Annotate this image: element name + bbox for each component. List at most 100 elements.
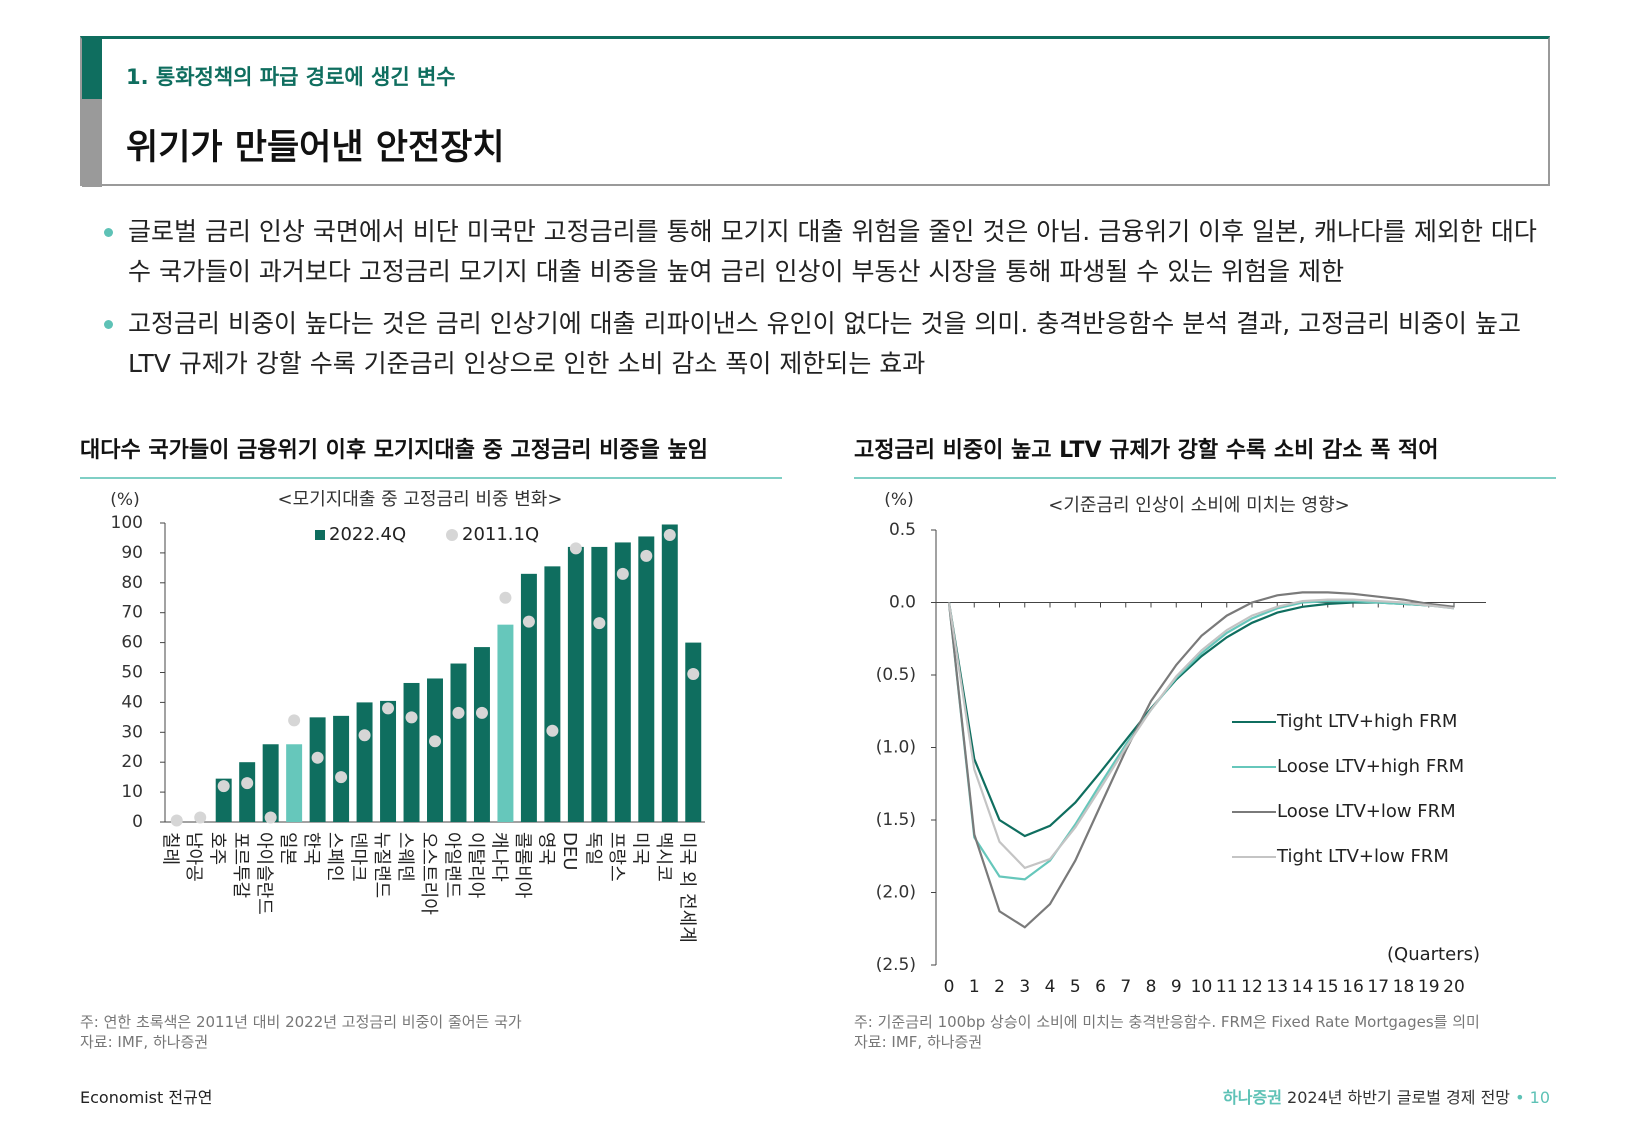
bar-2022-4q	[591, 546, 608, 822]
bar-2022-4q	[286, 744, 303, 822]
consumption-impulse-line-chart: (%) <기준금리 인상이 소비에 미치는 영향> 0.5 0.0 (0.5) (1.0)…	[876, 490, 1486, 997]
right-chart-rule	[854, 477, 1556, 479]
x-category-label: 포르투갈	[230, 832, 251, 898]
y-axis-unit: (%)	[884, 490, 913, 510]
bar-2022-4q	[333, 715, 350, 822]
x-category-label: 일본	[277, 832, 298, 865]
dot-2011-1q	[663, 528, 676, 541]
legend-label: Loose LTV+low FRM	[1277, 801, 1456, 822]
legend-label: Loose LTV+high FRM	[1277, 756, 1464, 777]
y-tick-label: 80	[121, 573, 143, 593]
x-tick-label: 20	[1443, 977, 1465, 997]
x-tick-label: 16	[1342, 977, 1364, 997]
x-category-label: 뉴질랜드	[371, 832, 392, 898]
legend-swatch-2011-1q	[446, 529, 458, 541]
y-tick-label: (2.5)	[876, 955, 916, 975]
x-category-label: DEU	[559, 832, 580, 870]
x-tick-label: 10	[1191, 977, 1213, 997]
x-category-label: 스페인	[324, 832, 345, 882]
x-axis-label: (Quarters)	[1387, 944, 1480, 965]
bar-2022-4q	[473, 647, 490, 822]
right-chart-source: 자료: IMF, 하나증권	[854, 1033, 983, 1051]
legend-label: Tight LTV+low FRM	[1276, 846, 1449, 867]
bullet-text: 고정금리 비중이 높다는 것은 금리 인상기에 대출 리파이낸스 유인이 없다는…	[128, 309, 1521, 378]
footer-report-title: 2024년 하반기 글로벌 경제 전망	[1287, 1088, 1511, 1107]
footer-author: Economist 전규연	[80, 1088, 213, 1107]
dot-2011-1q	[405, 711, 418, 724]
bar-2022-4q	[356, 702, 373, 822]
dot-2011-1q	[311, 751, 324, 764]
chart-subtitle: <기준금리 인상이 소비에 미치는 영향>	[1048, 495, 1349, 516]
bar-2022-4q	[520, 573, 537, 822]
x-category-label: 콜롬비아	[512, 832, 533, 899]
footer-report: 하나증권 2024년 하반기 글로벌 경제 전망 • 10	[1223, 1084, 1550, 1108]
bullet-item: 고정금리 비중이 높다는 것은 금리 인상기에 대출 리파이낸스 유인이 없다는…	[100, 304, 1540, 384]
footer-brand: 하나증권	[1223, 1088, 1282, 1107]
x-tick-label: 14	[1292, 977, 1314, 997]
page-title: 위기가 만들어낸 안전장치	[126, 128, 505, 168]
bullet-text: 글로벌 금리 인상 국면에서 비단 미국만 고정금리를 통해 모기지 대출 위험…	[128, 217, 1537, 286]
y-tick-label: (2.0)	[876, 883, 916, 903]
dot-2011-1q	[288, 714, 301, 727]
y-tick-label: 30	[121, 722, 143, 742]
x-tick-label: 7	[1120, 977, 1131, 997]
header-accent-bar	[82, 39, 102, 99]
x-category-label: 멕시코	[653, 832, 674, 882]
dot-2011-1q	[194, 811, 207, 824]
dot-2011-1q	[452, 706, 465, 719]
x-category-label: 덴마크	[348, 832, 369, 882]
section-subtitle: 1. 통화정책의 파급 경로에 생긴 변수	[126, 65, 456, 89]
x-category-label: 미국	[629, 832, 650, 865]
x-category-label: 프랑스	[606, 832, 627, 882]
x-tick-label: 0	[944, 977, 955, 997]
dot-2011-1q	[217, 780, 230, 793]
x-category-label: 아일랜드	[441, 832, 462, 898]
y-tick-label: 50	[121, 663, 143, 683]
x-category-label: 캐나다	[488, 832, 509, 882]
bar-2022-4q	[309, 717, 326, 822]
x-tick-label: 12	[1241, 977, 1263, 997]
dot-2011-1q	[358, 729, 371, 742]
x-tick-label: 9	[1171, 977, 1182, 997]
y-tick-label: 40	[121, 692, 143, 712]
x-category-label: 미국 외 전세계	[676, 832, 697, 943]
dot-2011-1q	[429, 735, 441, 748]
dot-2011-1q	[475, 706, 488, 719]
legend-label: Tight LTV+high FRM	[1276, 711, 1457, 732]
x-category-label: 한국	[301, 832, 322, 865]
y-tick-label: (1.0)	[876, 738, 916, 758]
x-tick-label: 18	[1393, 977, 1415, 997]
dot-2011-1q	[382, 702, 395, 715]
x-tick-label: 8	[1146, 977, 1157, 997]
y-tick-label: 0.5	[889, 520, 916, 540]
y-tick-label: (1.5)	[876, 810, 916, 830]
y-tick-label: (0.5)	[876, 665, 916, 685]
x-category-label: 호주	[207, 832, 228, 865]
series-line	[947, 591, 1455, 929]
y-tick-label: 60	[121, 633, 143, 653]
bullet-dot-icon	[104, 228, 113, 237]
bullet-item: 글로벌 금리 인상 국면에서 비단 미국만 고정금리를 통해 모기지 대출 위험…	[100, 212, 1540, 292]
series-line	[947, 598, 1455, 870]
x-category-label: 이탈리아	[465, 832, 486, 899]
footer-page-number: 10	[1529, 1088, 1550, 1107]
dot-2011-1q	[687, 667, 700, 680]
dot-2011-1q	[546, 724, 559, 737]
dot-2011-1q	[241, 777, 254, 790]
legend-label-2011-1q: 2011.1Q	[462, 524, 539, 545]
bar-2022-4q	[380, 700, 397, 822]
x-tick-label: 2	[994, 977, 1005, 997]
bar-2022-4q	[685, 642, 702, 822]
dot-2011-1q	[264, 811, 277, 824]
dot-2011-1q	[616, 567, 629, 580]
left-chart-heading: 대다수 국가들이 금융위기 이후 모기지대출 중 고정금리 비중을 높임	[80, 438, 708, 463]
x-tick-label: 11	[1216, 977, 1238, 997]
dot-2011-1q	[499, 591, 512, 604]
y-tick-label: 20	[121, 752, 143, 772]
x-category-label: 칠레	[160, 832, 181, 865]
left-chart-source: 자료: IMF, 하나증권	[80, 1033, 209, 1051]
x-tick-label: 15	[1317, 977, 1339, 997]
legend-label-2022-4q: 2022.4Q	[329, 524, 406, 545]
x-category-label: 남아공	[183, 832, 204, 882]
dot-2011-1q	[569, 542, 582, 555]
